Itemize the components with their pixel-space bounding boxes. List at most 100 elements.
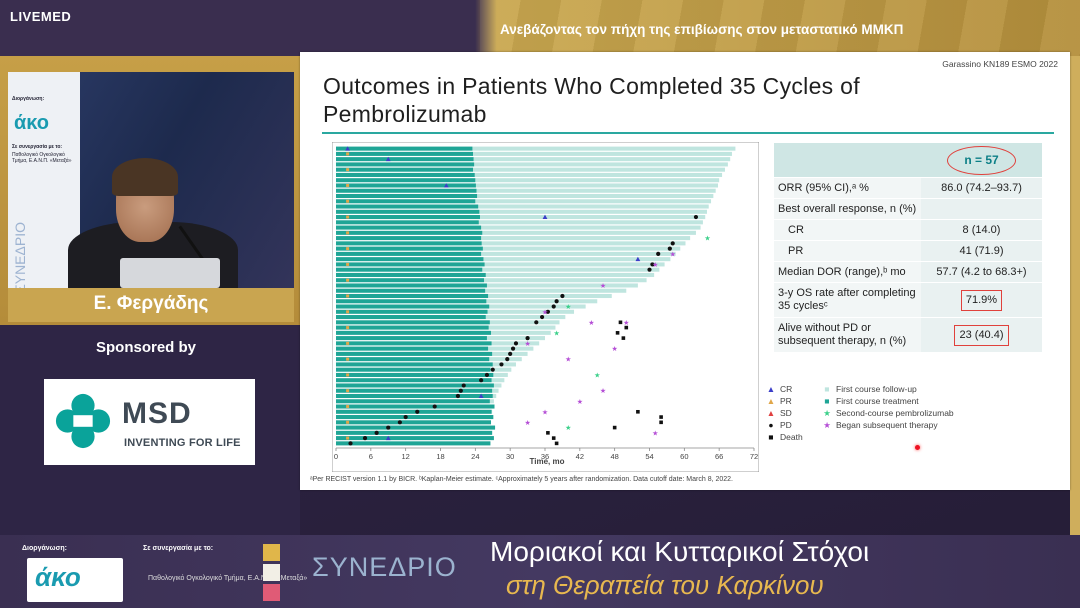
follow-up-bar — [473, 151, 732, 156]
organizer-logo: άκο — [27, 558, 123, 602]
highlight-box: 71.9% — [960, 290, 1003, 311]
legend-item: ■ Death — [766, 432, 802, 442]
follow-up-bar — [490, 367, 512, 372]
table-row-value: 86.0 (74.2–93.7) — [921, 178, 1042, 198]
table-header-row: n = 57 — [774, 143, 1042, 178]
pr-marker — [346, 152, 350, 156]
outcomes-table: n = 57 ORR (95% CI),ᵃ % 86.0 (74.2–93.7) B… — [774, 143, 1042, 353]
treatment-bar — [336, 362, 493, 367]
x-tick-label: 66 — [715, 452, 723, 461]
pd-marker — [432, 404, 437, 409]
treatment-bar — [336, 199, 476, 204]
treatment-bar — [336, 288, 486, 293]
pd-marker — [670, 241, 675, 246]
subsequent-therapy-marker: ★ — [524, 419, 530, 427]
death-marker — [554, 441, 559, 446]
pr-marker — [346, 357, 350, 361]
follow-up-bar — [492, 388, 499, 393]
table-row-label: 3-y OS rate after completing 35 cyclesᶜ — [774, 283, 921, 317]
x-tick-label: 48 — [610, 452, 618, 461]
x-tick-label: 30 — [506, 452, 514, 461]
treatment-bar — [336, 262, 485, 267]
pd-marker — [484, 372, 490, 378]
x-tick-label: 60 — [680, 452, 688, 461]
treatment-bar — [336, 178, 476, 183]
treatment-bar — [336, 215, 480, 220]
legend-label: CR — [780, 384, 793, 394]
table-row-label: Median DOR (range),ᵇ mo — [774, 262, 921, 282]
subsequent-therapy-marker: ★ — [612, 345, 618, 353]
pr-marker — [346, 341, 350, 345]
treatment-bar — [336, 146, 473, 151]
pd-marker — [650, 262, 655, 267]
follow-up-bar — [493, 383, 502, 388]
poster-logo: άκο — [14, 112, 49, 134]
treatment-bar — [336, 272, 486, 277]
legend-label: Second-course pembrolizumab — [836, 408, 954, 418]
table-row-value — [921, 199, 1042, 219]
follow-up-bar — [475, 178, 720, 183]
follow-up-bar — [486, 336, 545, 341]
table-row: CR 8 (14.0) — [774, 220, 1042, 241]
follow-up-bar — [481, 225, 701, 230]
death-marker — [621, 336, 626, 340]
follow-up-bar — [488, 293, 612, 299]
x-tick-label: 0 — [334, 452, 338, 461]
pd-marker — [647, 267, 652, 272]
brand-logo: LIVEMED — [10, 9, 72, 24]
poster-org-label: Διοργάνωση: — [12, 96, 45, 102]
pd-marker — [534, 320, 539, 325]
treatment-bar — [336, 420, 492, 425]
pr-marker — [346, 262, 350, 266]
legend-marker-icon: ▲ — [766, 384, 776, 394]
decor-square-gold — [263, 544, 280, 561]
highlight-box: 23 (40.4) — [954, 325, 1009, 346]
treatment-bar — [336, 246, 483, 251]
slide-citation: Garassino KN189 ESMO 2022 — [942, 59, 1058, 69]
treatment-bar — [336, 172, 475, 177]
treatment-bar — [336, 430, 493, 435]
pr-marker — [346, 278, 350, 282]
treatment-bar — [336, 341, 492, 346]
laser-pointer — [915, 445, 920, 450]
collaboration-text: Παθολογικό Ογκολογικό Τμήμα, Ε.Α.Ν.Π. «Μ… — [148, 575, 308, 582]
conference-title-line2: στη Θεραπεία του Καρκίνου — [506, 570, 824, 600]
poster-collab-text: Παθολογικό Ογκολογικό Τμήμα, Ε.Α.Ν.Π. «Μ… — [12, 152, 72, 164]
pr-marker — [346, 247, 350, 251]
treatment-bar — [336, 225, 482, 230]
laptop-icon — [120, 258, 220, 288]
chart-legend: ▲ CR ▲ PR ▲ SD ● PD ■ Death ■ First course follow-u… — [766, 384, 1056, 446]
sponsor-name: MSD — [122, 397, 192, 430]
treatment-bar — [336, 267, 483, 272]
speaker-video: Διοργάνωση: άκο Σε συνεργασία με το: Παθ… — [8, 72, 294, 288]
pr-marker — [346, 183, 350, 187]
table-row: 3-y OS rate after completing 35 cyclesᶜ 7… — [774, 283, 1042, 318]
pr-marker — [346, 326, 350, 330]
follow-up-bar — [483, 257, 671, 262]
pd-marker — [693, 214, 699, 220]
treatment-bar — [336, 241, 482, 246]
treatment-bar — [336, 309, 488, 314]
pr-marker — [346, 373, 350, 377]
table-row: Median DOR (range),ᵇ mo 57.7 (4.2 to 68.3… — [774, 262, 1042, 283]
collaboration-label: Σε συνεργασία με το: — [143, 545, 214, 552]
pr-marker — [346, 436, 350, 440]
cr-marker — [542, 214, 548, 220]
table-row-label: Alive without PD or subsequent therapy, … — [774, 318, 921, 352]
treatment-bar — [336, 336, 487, 341]
treatment-bar — [336, 236, 482, 241]
pd-marker — [415, 409, 420, 414]
decor-square-white — [263, 564, 280, 581]
treatment-bar — [336, 441, 491, 446]
x-tick-label: 54 — [645, 452, 653, 461]
speaker-hair — [112, 158, 178, 196]
legend-item: ▲ PR — [766, 396, 792, 406]
x-tick-label: 36 — [541, 452, 549, 461]
table-row-label: PR — [774, 241, 921, 261]
pd-marker — [403, 414, 408, 420]
x-tick-label: 6 — [369, 452, 373, 461]
follow-up-bar — [485, 272, 655, 277]
legend-label: Began subsequent therapy — [836, 420, 938, 430]
cr-marker — [443, 183, 449, 188]
